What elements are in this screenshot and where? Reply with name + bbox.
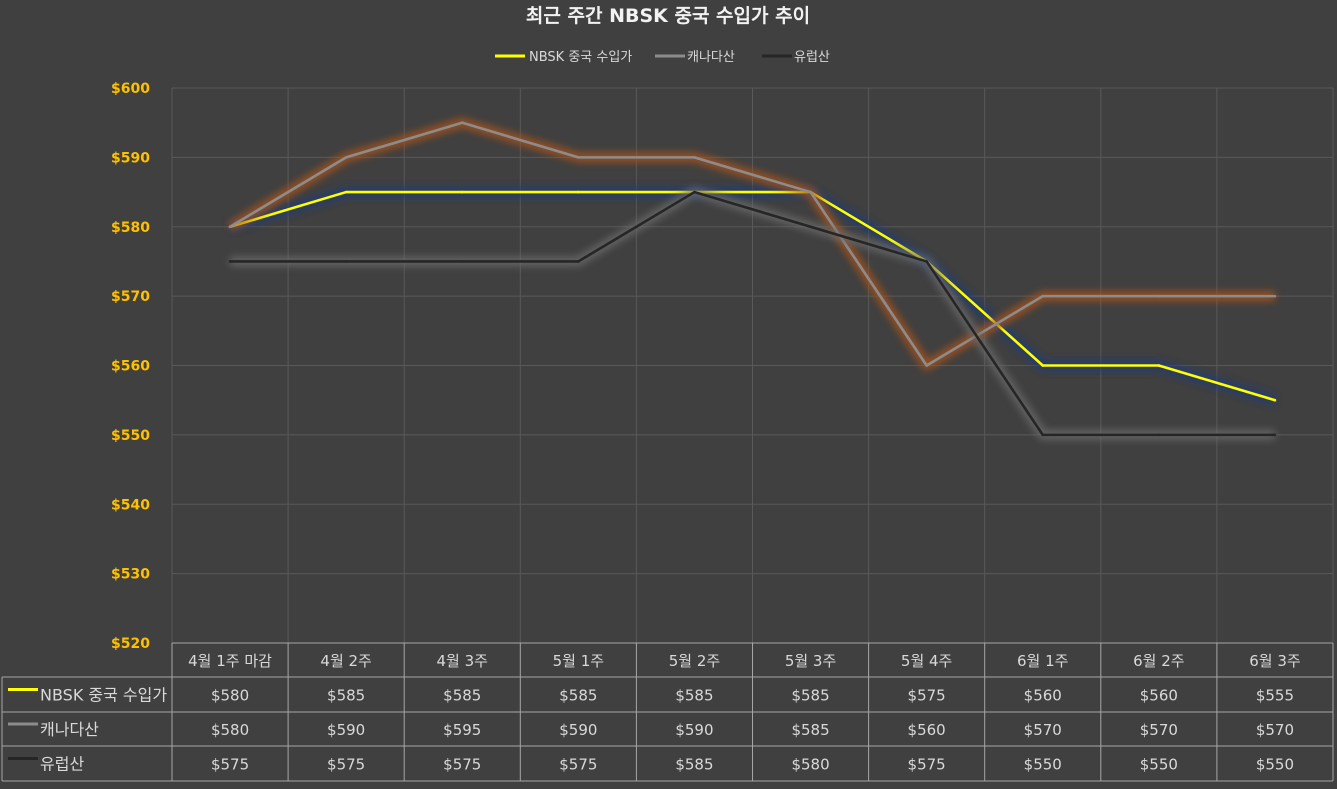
data-table: 4월 1주 마감 4월 2주 4월 3주 5월 1주 5월 2주 5월 3주 5월 4주 6월…	[1, 642, 1334, 782]
x-tick-label: 4월 1주 마감	[188, 652, 272, 670]
series-lines	[227, 118, 1277, 440]
data-point	[809, 190, 812, 194]
data-label: $585	[675, 687, 713, 705]
data-point	[1273, 294, 1277, 298]
data-label: $575	[908, 687, 946, 705]
data-label: $575	[327, 756, 365, 774]
data-label: $560	[1024, 687, 1062, 705]
data-label: $570	[1256, 721, 1294, 739]
data-label: $590	[559, 721, 597, 739]
data-point	[925, 364, 928, 367]
data-label: $575	[908, 756, 946, 774]
y-tick-label: $570	[111, 289, 150, 305]
data-point	[693, 190, 696, 194]
y-tick-label: $530	[111, 567, 150, 583]
data-label: $590	[675, 721, 713, 739]
data-label: $580	[791, 756, 829, 774]
data-point	[460, 260, 464, 263]
x-tick-label: 5월 4주	[901, 652, 952, 670]
data-label: $585	[791, 721, 829, 739]
data-label: $575	[211, 756, 249, 774]
data-label: $585	[791, 687, 829, 705]
data-point	[344, 156, 348, 159]
y-tick-label: $560	[111, 359, 150, 375]
data-label: $560	[1140, 687, 1178, 705]
data-label: $555	[1256, 687, 1294, 705]
legend-label: NBSK 중국 수입가	[529, 50, 632, 65]
data-label: $570	[1024, 721, 1062, 739]
y-tick-label: $520	[111, 636, 150, 652]
y-tick-label: $600	[111, 81, 150, 97]
y-tick-label: $590	[111, 150, 150, 166]
x-tick-label: 5월 3주	[785, 652, 836, 670]
x-tick-label: 4월 3주	[437, 652, 488, 670]
data-label: $550	[1024, 756, 1062, 774]
legend-label: 캐나다산	[687, 50, 735, 65]
data-point	[1157, 294, 1161, 298]
data-label: $585	[327, 687, 365, 705]
data-label: $580	[211, 687, 249, 705]
data-point	[1157, 433, 1161, 437]
data-label: $560	[908, 721, 946, 739]
table-row-label: 유럽산	[40, 755, 84, 774]
data-label: $575	[559, 756, 597, 774]
data-label: $595	[443, 721, 481, 739]
data-point	[1041, 433, 1045, 437]
data-point	[693, 156, 696, 159]
data-label: $590	[327, 721, 365, 739]
data-point	[344, 260, 348, 263]
x-tick-label: 5월 1주	[553, 652, 604, 670]
legend: NBSK 중국 수입가 캐나다산 유럽산	[495, 50, 830, 65]
data-point	[1041, 294, 1045, 298]
data-point	[1273, 398, 1277, 402]
data-point	[460, 121, 464, 124]
data-point	[577, 156, 580, 159]
data-label: $570	[1140, 721, 1178, 739]
series-line-0	[229, 190, 1276, 402]
y-tick-label: $580	[111, 220, 150, 236]
data-point	[1041, 364, 1045, 367]
x-tick-label: 4월 2주	[320, 652, 371, 670]
x-tick-label: 6월 2주	[1133, 652, 1184, 670]
table-row-label: NBSK 중국 수입가	[40, 686, 167, 705]
data-point	[1157, 364, 1161, 367]
data-label: $575	[443, 756, 481, 774]
x-tick-label: 6월 3주	[1249, 652, 1300, 670]
data-point	[228, 225, 232, 229]
data-point	[460, 190, 464, 194]
x-tick-label: 5월 2주	[669, 652, 720, 670]
data-point	[577, 260, 580, 263]
data-point	[228, 260, 232, 263]
chart-title: 최근 주간 NBSK 중국 수입가 추이	[526, 5, 810, 27]
data-label: $580	[211, 721, 249, 739]
data-point	[809, 225, 812, 229]
y-tick-label: $540	[111, 497, 150, 513]
data-label: $585	[443, 687, 481, 705]
series-line-2	[230, 190, 1275, 437]
series-line-1	[229, 121, 1275, 367]
data-point	[1273, 433, 1277, 437]
data-label: $585	[559, 687, 597, 705]
legend-label: 유럽산	[794, 50, 830, 65]
data-point	[577, 190, 580, 194]
data-label: $550	[1140, 756, 1178, 774]
y-tick-label: $550	[111, 428, 150, 444]
data-label: $585	[675, 756, 713, 774]
y-axis: $520 $530 $540 $550 $560 $570 $580 $590 $600	[111, 81, 150, 652]
data-point	[925, 260, 928, 263]
data-label: $550	[1256, 756, 1294, 774]
data-point	[344, 190, 348, 194]
x-tick-label: 6월 1주	[1017, 652, 1068, 670]
table-row-label: 캐나다산	[40, 720, 99, 739]
